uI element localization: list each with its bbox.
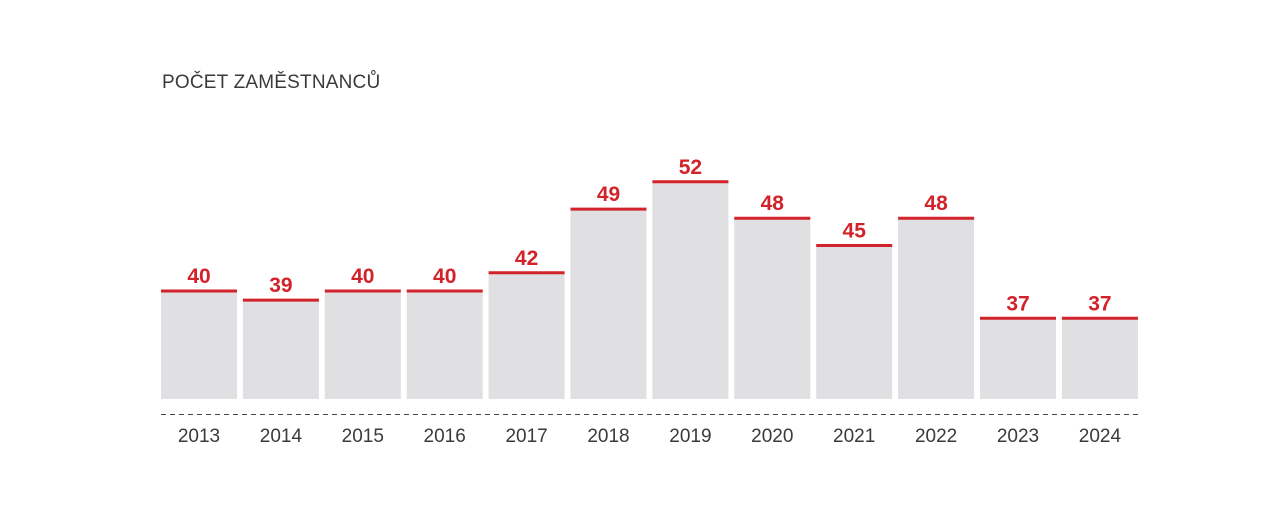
value-label-2022: 48 [924, 192, 948, 215]
bar-2024 [1061, 318, 1138, 399]
x-tick-label-2024: 2024 [1079, 426, 1122, 447]
x-tick-label-2015: 2015 [342, 426, 384, 447]
value-label-2014: 39 [269, 274, 292, 297]
x-tick-label-2023: 2023 [997, 426, 1039, 447]
value-label-2015: 40 [351, 265, 374, 288]
x-tick-label-2014: 2014 [260, 426, 303, 447]
bar-2021 [816, 245, 893, 399]
bar-2019 [652, 181, 729, 399]
value-label-2020: 48 [761, 192, 785, 215]
bar-2020 [734, 218, 811, 399]
bar-2015 [324, 291, 401, 399]
x-tick-labels: 2013 2014 2015 2016 2017 2018 2019 2020 2021 2022… [178, 426, 1122, 447]
value-label-2016: 40 [433, 265, 456, 288]
x-tick-label-2020: 2020 [751, 426, 793, 447]
bar-2013 [161, 291, 237, 399]
chart-title: POČET ZAMĚSTNANCŮ [162, 72, 381, 93]
value-label-2021: 45 [843, 220, 867, 243]
bar-2018 [570, 209, 647, 399]
value-label-2023: 37 [1006, 292, 1029, 315]
value-label-2019: 52 [679, 156, 702, 179]
x-tick-label-2021: 2021 [833, 426, 875, 447]
bar-2017 [488, 272, 565, 399]
bar-2022 [898, 218, 975, 399]
x-tick-label-2017: 2017 [505, 426, 547, 447]
x-tick-label-2018: 2018 [587, 426, 629, 447]
value-label-2024: 37 [1088, 292, 1111, 315]
bar-2023 [980, 318, 1056, 399]
x-tick-label-2022: 2022 [915, 426, 957, 447]
x-tick-label-2019: 2019 [669, 426, 711, 447]
bar-2014 [242, 300, 319, 399]
value-label-2018: 49 [597, 183, 620, 206]
bars-group: 40 39 40 40 42 49 52 48 45 48 37 37 [161, 156, 1138, 399]
x-tick-label-2013: 2013 [178, 426, 220, 447]
bar-2016 [406, 291, 483, 399]
x-tick-label-2016: 2016 [424, 426, 466, 447]
value-label-2013: 40 [187, 265, 210, 288]
value-label-2017: 42 [515, 247, 538, 270]
